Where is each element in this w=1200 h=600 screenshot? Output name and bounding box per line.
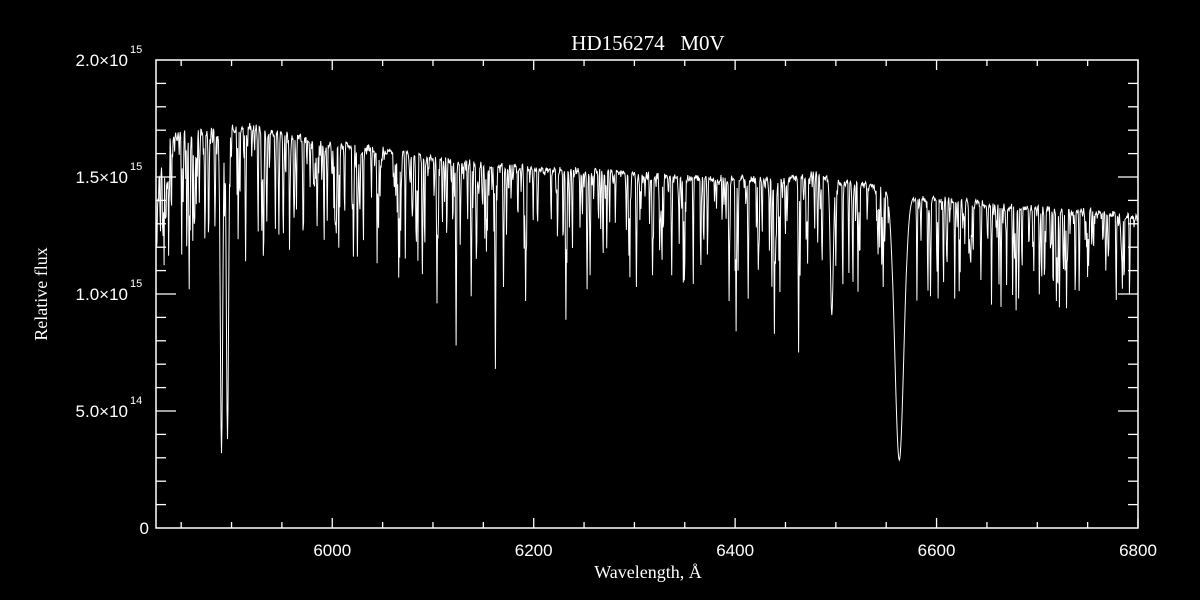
y-tick-mantissa: 1.0×10 (76, 285, 128, 304)
y-tick-mantissa: 1.5×10 (76, 168, 128, 187)
x-tick-label: 6600 (918, 541, 956, 560)
y-tick-exponent: 15 (130, 44, 142, 56)
x-axis-label: Wavelength, Å (594, 562, 702, 582)
plot-frame (155, 59, 1139, 529)
y-tick-exponent: 15 (130, 161, 142, 173)
y-tick-label: 0 (140, 519, 149, 538)
x-tick-label: 6200 (515, 541, 553, 560)
y-axis-label: Relative flux (31, 247, 51, 340)
spectrum-line (155, 122, 1139, 462)
y-tick-exponent: 15 (130, 278, 142, 290)
x-tick-label: 6800 (1119, 541, 1157, 560)
y-tick-mantissa: 2.0×10 (76, 51, 128, 70)
y-tick-mantissa: 0 (140, 519, 149, 538)
y-tick-mantissa: 5.0×10 (76, 402, 128, 421)
x-tick-label: 6400 (716, 541, 754, 560)
x-tick-label: 6000 (313, 541, 351, 560)
y-tick-exponent: 14 (130, 395, 142, 407)
chart-title: HD156274 M0V (571, 31, 724, 55)
spectrum-series (155, 122, 1139, 462)
axis-ticks: 6000 6200 6400 6600 680005.0×10141.0×10151.5… (76, 44, 1157, 560)
